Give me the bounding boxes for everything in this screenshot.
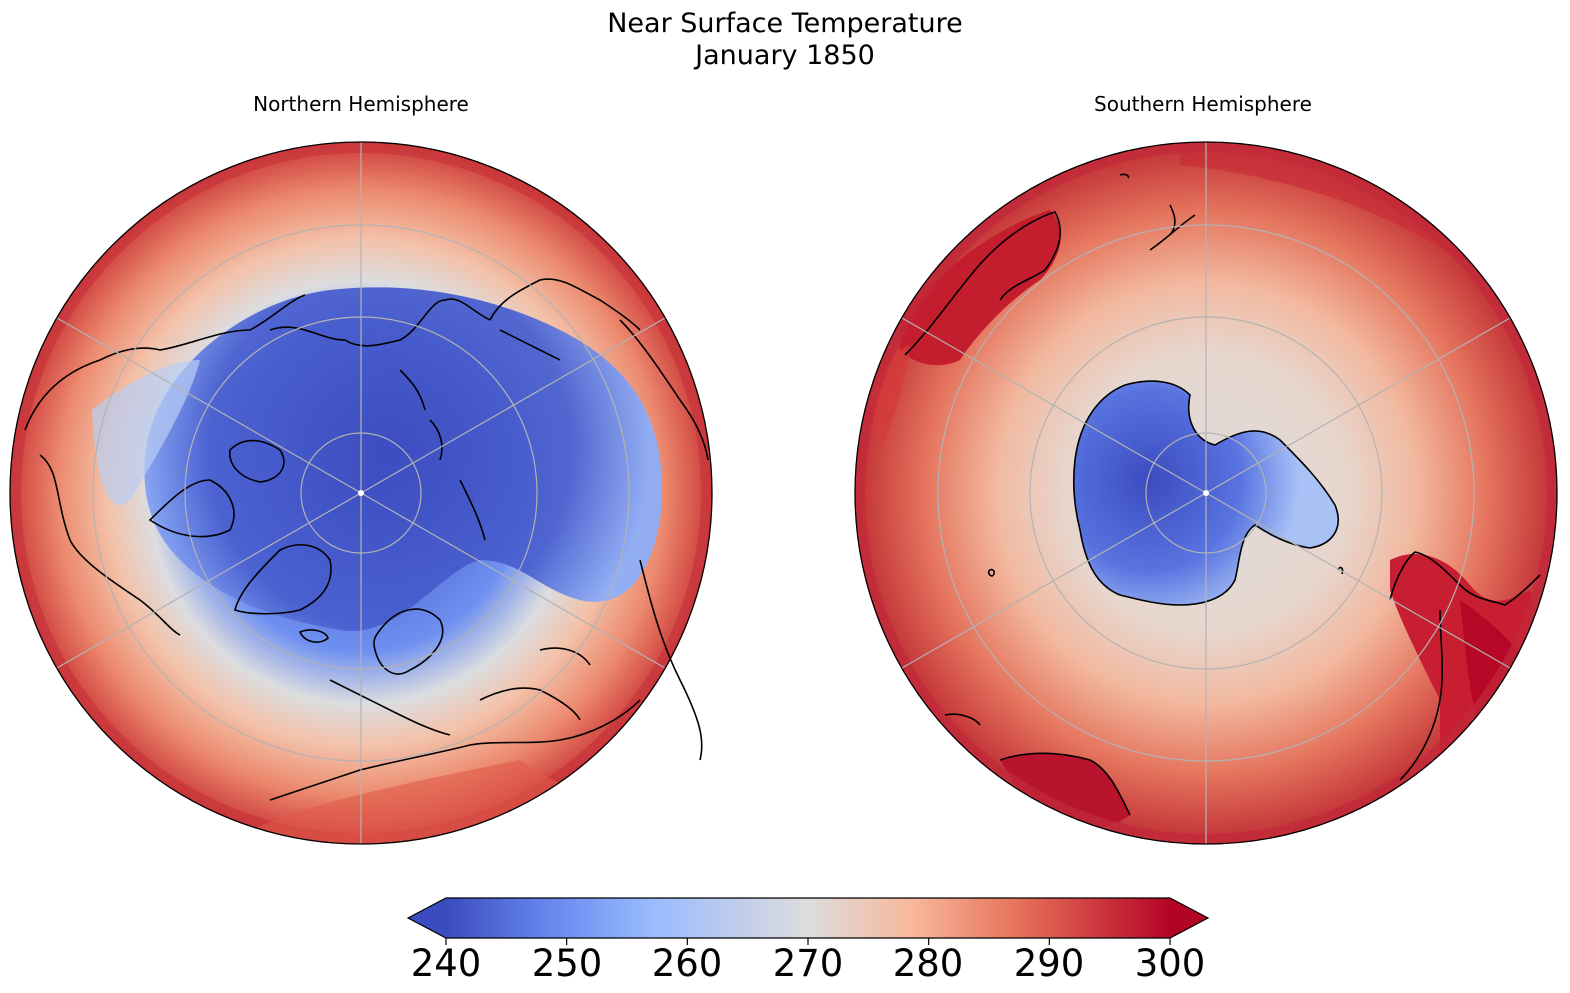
colorbar-extend-max (1170, 898, 1208, 938)
colorbar (406, 897, 1210, 945)
colorbar-gradient (446, 898, 1170, 938)
northern-hemisphere-map (9, 141, 713, 845)
colorbar-tick-270: 270 (772, 942, 844, 985)
northern-hemisphere-title: Northern Hemisphere (253, 92, 469, 116)
colorbar-tick-290: 290 (1013, 942, 1085, 985)
colorbar-tick-240: 240 (410, 942, 482, 985)
figure-title-line1: Near Surface Temperature (607, 8, 963, 39)
colorbar-tick-250: 250 (531, 942, 603, 985)
colorbar-tick-260: 260 (651, 942, 723, 985)
colorbar-extend-min (408, 898, 446, 938)
southern-hemisphere-map (854, 141, 1558, 845)
colorbar-tick-300: 300 (1134, 942, 1206, 985)
southern-hemisphere-title: Southern Hemisphere (1094, 92, 1312, 116)
colorbar-tick-280: 280 (892, 942, 964, 985)
figure-title-line2: January 1850 (695, 40, 875, 71)
